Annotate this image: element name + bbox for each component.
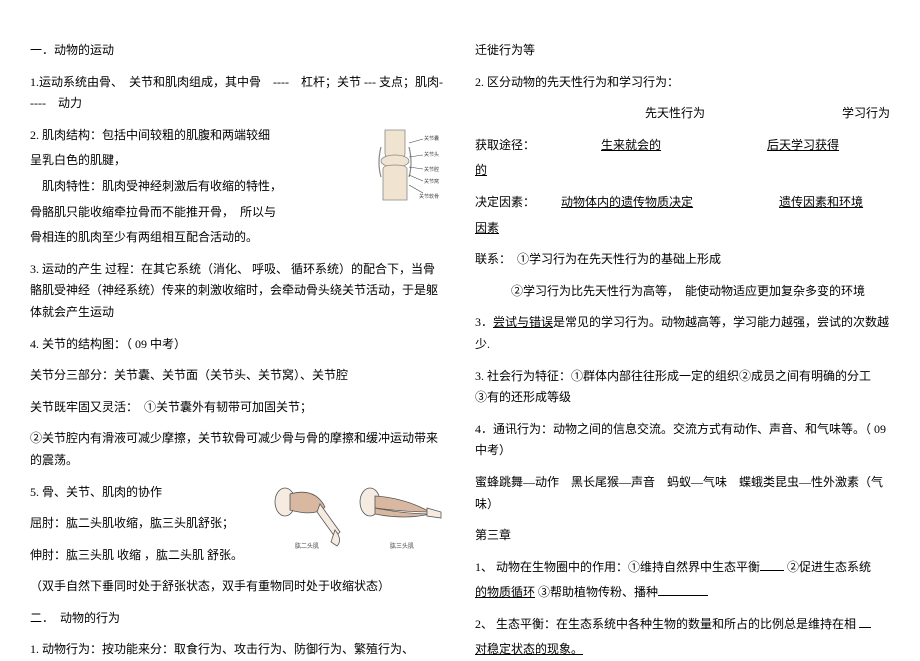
row-acquire-label: 获取途径：: [475, 138, 535, 152]
r-para-10c-text: 的物质循环: [475, 585, 535, 599]
row-acquire-b: 后天学习获得: [767, 138, 839, 152]
svg-text:肱三头肌: 肱三头肌: [390, 542, 414, 550]
r-para-11a: 2、 生态平衡：在生态系统中各种生物的数量和所占的比例总是维持在相: [475, 617, 856, 631]
left-column: 一．动物的运动 1.运动系统由骨、 关节和肌肉组成，其中骨 ---- 杠杆；关节…: [30, 40, 445, 630]
r-para-10c: 的物质循环 ③帮助植物传粉、播种: [475, 582, 890, 604]
para-1: 1.运动系统由骨、 关节和肌肉组成，其中骨 ---- 杠杆；关节 --- 支点；…: [30, 72, 445, 115]
row-acquire: 获取途径： 生来就会的 后天学习获得: [475, 135, 890, 157]
para-7: ②关节腔内有滑液可减少摩擦，关节软骨可减少骨与骨的摩擦和缓冲运动带来的震荡。: [30, 428, 445, 471]
col-innate: 先天性行为: [645, 103, 768, 125]
svg-text:肱二头肌: 肱二头肌: [295, 542, 319, 550]
r-para-3: 联系： ①学习行为在先天性行为的基础上形成: [475, 249, 890, 271]
r-para-10: 1、 动物在生物圈中的作用：①维持自然界中生态平衡 ②促进生态系统: [475, 557, 890, 579]
svg-text:关节窝: 关节窝: [424, 178, 439, 185]
row-acquire-a: 生来就会的: [601, 138, 661, 152]
para-11: （双手自然下垂同时处于舒张状态，双手有重物同时处于收缩状态）: [30, 576, 445, 598]
row-factor-a: 动物体内的遗传物质决定: [561, 195, 693, 209]
col-learned: 学习行为: [768, 103, 891, 125]
r-para-4: ②学习行为比先天性行为高等， 能使动物适应更加复杂多变的环境: [475, 281, 890, 303]
arm-muscle-diagram: 肱二头肌 肱三头肌: [265, 482, 445, 552]
r-para-5-u: 尝试与错误: [493, 315, 553, 329]
svg-text:关节软骨: 关节软骨: [419, 193, 439, 200]
r-para-11: 2、 生态平衡：在生态系统中各种生物的数量和所占的比例总是维持在相: [475, 614, 890, 636]
r-para-10b: ②促进生态系统: [787, 560, 871, 574]
r-para-7: 4．通讯行为：动物之间的信息交流。交流方式有动作、声音、和气味等。（ 09 中考…: [475, 419, 890, 462]
r-para-11b-text: 对稳定状态的现象。: [475, 642, 583, 656]
para-5: 关节分三部分：关节囊、关节面（关节头、关节窝）、关节腔: [30, 365, 445, 387]
r-para-8: 蜜蜂跳舞—动作 黑长尾猴—声音 蚂蚁—气味 蝶蛾类昆虫—性外激素（气味）: [475, 472, 890, 515]
r-para-11b: 对稳定状态的现象。: [475, 639, 890, 661]
svg-text:关节腔: 关节腔: [424, 166, 439, 173]
para-2d: 骨骼肌只能收缩牵拉骨而不能推开骨， 所以与: [30, 202, 445, 224]
para-2e: 骨相连的肌肉至少有两组相互配合活动的。: [30, 227, 445, 249]
row-factor-c-text: 因素: [475, 221, 499, 235]
para-3: 3. 运动的产生 过程：在其它系统（消化、 呼吸、 循环系统）的配合下，当骨骼肌…: [30, 259, 445, 324]
row-acquire-c: 的: [475, 160, 890, 182]
row-factor-b: 遗传因素和环境: [779, 195, 863, 209]
r-para-10a: 1、 动物在生物圈中的作用：①维持自然界中生态平衡: [475, 560, 760, 574]
r-para-5: 3．尝试与错误是常见的学习行为。动物越高等，学习能力越强，尝试的次数越少.: [475, 312, 890, 355]
para-4: 4. 关节的结构图：（ 09 中考）: [30, 334, 445, 356]
para-6: 关节既牢固又灵活： ①关节囊外有韧带可加固关节；: [30, 397, 445, 419]
svg-text:关节头: 关节头: [424, 151, 439, 158]
row-factor-label: 决定因素：: [475, 195, 535, 209]
row-factor-c: 因素: [475, 218, 890, 240]
row-acquire-c-text: 的: [475, 163, 487, 177]
svg-text:关节囊: 关节囊: [424, 135, 439, 142]
r-para-1: 迁徙行为等: [475, 40, 890, 62]
section-heading-2: 二． 动物的行为: [30, 608, 445, 630]
para-12: 1. 动物行为：按功能来分：取食行为、攻击行为、防御行为、繁殖行为、: [30, 639, 445, 661]
r-para-2: 2. 区分动物的先天性行为和学习行为：: [475, 72, 890, 94]
r-para-9: 第三章: [475, 525, 890, 547]
row-factor: 决定因素： 动物体内的遗传物质决定 遗传因素和环境: [475, 192, 890, 214]
knee-joint-diagram: 关节囊 关节头 关节腔 关节窝 关节软骨: [355, 125, 445, 205]
right-column: 迁徙行为等 2. 区分动物的先天性行为和学习行为： 先天性行为 学习行为 获取途…: [475, 40, 890, 630]
r-para-6: 3. 社会行为特征：①群体内部往往形成一定的组织②成员之间有明确的分工 ③有的还…: [475, 366, 890, 409]
spacer: [475, 103, 645, 125]
r-para-10d: ③帮助植物传粉、播种: [538, 585, 658, 599]
table-header-row: 先天性行为 学习行为: [475, 103, 890, 125]
section-heading-1: 一．动物的运动: [30, 40, 445, 62]
